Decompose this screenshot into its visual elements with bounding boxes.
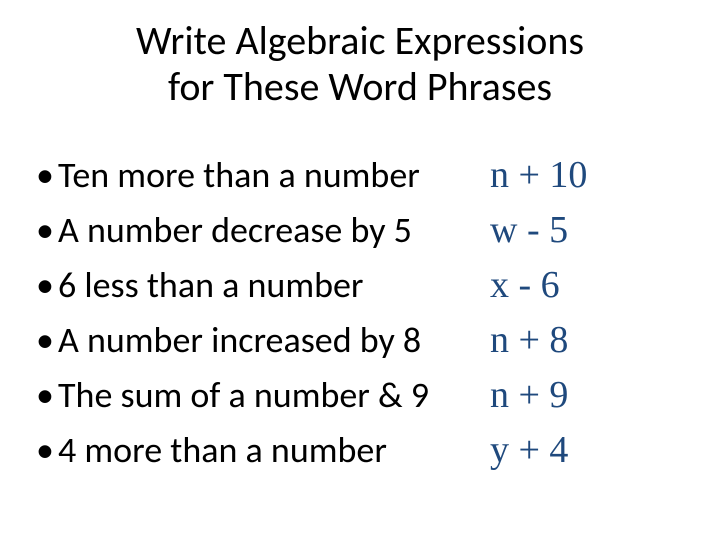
list-item: • A number increased by 8 n + 8 [36,313,684,368]
list-item: • Ten more than a number n + 10 [36,148,684,203]
bullet-icon: • [36,259,58,311]
phrase-text: 6 less than a number [58,259,490,311]
list-item: • A number decrease by 5 w - 5 [36,203,684,258]
phrase-text: A number decrease by 5 [58,204,490,256]
expression-text: w - 5 [490,203,568,258]
bullet-icon: • [36,204,58,256]
list-item: • The sum of a number & 9 n + 9 [36,368,684,423]
title-line-1: Write Algebraic Expressions [136,16,584,65]
expression-text: y + 4 [490,423,568,478]
bullet-icon: • [36,149,58,201]
title-line-2: for These Word Phrases [168,62,552,111]
list-item: • 6 less than a number x - 6 [36,258,684,313]
bullet-list: • Ten more than a number n + 10 • A numb… [36,148,684,479]
list-item: • 4 more than a number y + 4 [36,423,684,478]
bullet-icon: • [36,314,58,366]
bullet-icon: • [36,369,58,421]
phrase-text: 4 more than a number [58,424,490,476]
expression-text: n + 8 [490,313,568,368]
phrase-text: The sum of a number & 9 [58,369,490,421]
phrase-text: A number increased by 8 [58,314,490,366]
bullet-icon: • [36,424,58,476]
slide-title: Write Algebraic Expressions for These Wo… [36,18,684,110]
expression-text: n + 10 [490,148,587,203]
phrase-text: Ten more than a number [58,149,490,201]
expression-text: x - 6 [490,258,560,313]
expression-text: n + 9 [490,368,568,423]
slide: Write Algebraic Expressions for These Wo… [0,0,720,540]
